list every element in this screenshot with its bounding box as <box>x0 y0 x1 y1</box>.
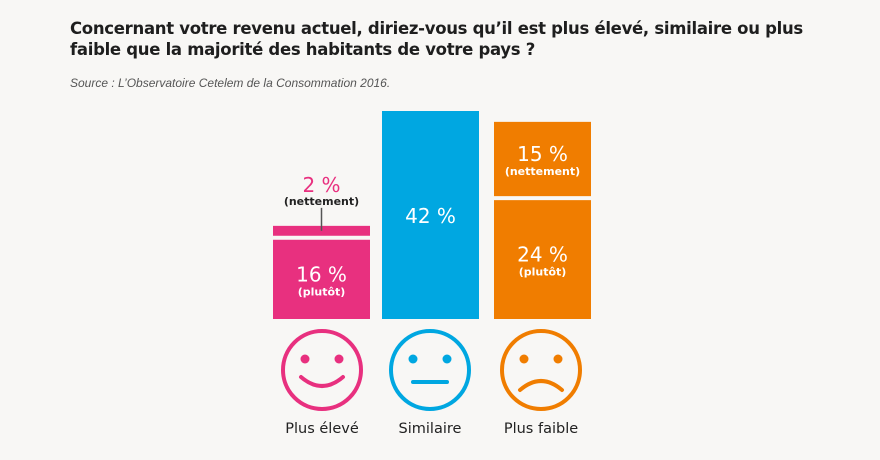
segment-label: (plutôt) <box>519 266 567 279</box>
segment-label: (plutôt) <box>298 285 346 298</box>
bar-segment <box>382 111 479 319</box>
chart-source: Source : L’Observatoire Cetelem de la Co… <box>70 76 391 90</box>
category-label: Similaire <box>399 421 462 437</box>
bars-group: 16 %(plutôt)2 %(nettement)42 %24 %(plutô… <box>273 111 591 319</box>
smile-icon <box>281 329 363 411</box>
value-label: 42 % <box>405 204 456 228</box>
chart-title: Concernant votre revenu actuel, diriez-v… <box>70 19 803 59</box>
sad-face-icon <box>500 329 582 411</box>
segment-label: (nettement) <box>505 165 580 178</box>
bar-segment <box>273 239 370 319</box>
value-label: 15 % <box>517 142 568 166</box>
category-label: Plus faible <box>504 421 578 437</box>
value-label: 2 % <box>302 173 340 197</box>
neutral-face-icon <box>389 329 471 411</box>
bar-segment <box>494 121 591 197</box>
value-label: 16 % <box>296 262 347 286</box>
bar-segment <box>494 200 591 319</box>
segment-label: (nettement) <box>284 195 359 208</box>
category-labels: Plus élevé Similaire Plus faible <box>285 421 578 437</box>
category-label: Plus élevé <box>285 421 359 437</box>
value-label: 24 % <box>517 243 568 267</box>
faces-group <box>281 329 582 411</box>
